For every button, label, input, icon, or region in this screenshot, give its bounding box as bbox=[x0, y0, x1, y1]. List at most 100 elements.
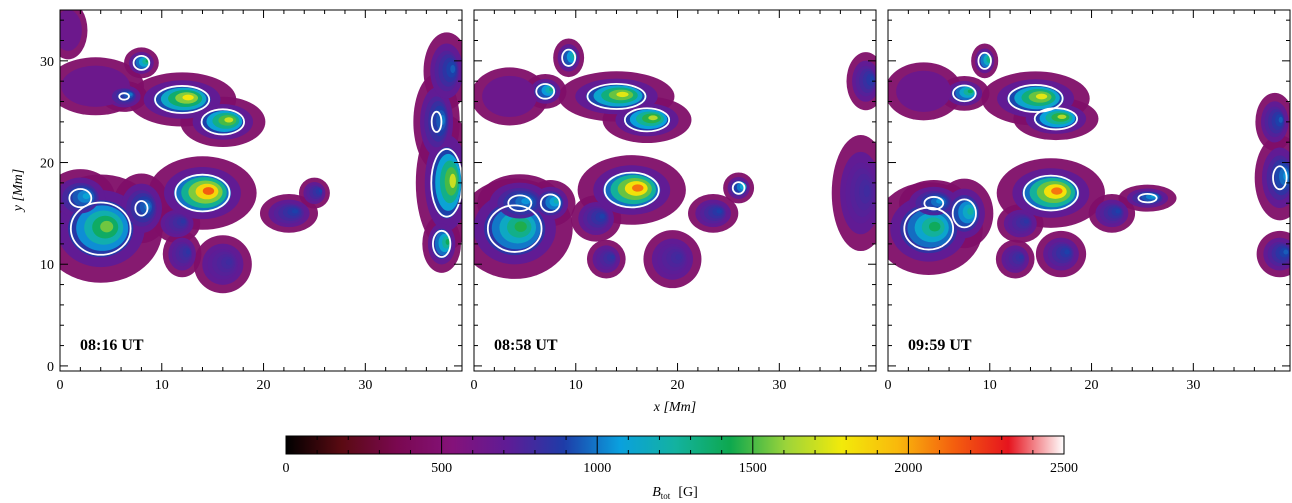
panel-1-image bbox=[60, 10, 462, 294]
panel-3-core-7-level-5 bbox=[1057, 114, 1067, 120]
panel-2-core-13-level-5 bbox=[716, 209, 722, 214]
panel-1-contour-8 bbox=[132, 55, 151, 71]
panel-3-core-12-level-5 bbox=[1064, 249, 1070, 255]
panel-3-contour-2 bbox=[951, 198, 977, 229]
panel-1-x-tick-label: 10 bbox=[155, 378, 169, 393]
panel-1-core-12-level-5 bbox=[225, 259, 232, 266]
panel-2-ticks: 0 10 20 30 bbox=[471, 10, 876, 393]
colorbar-tick-label: 0 bbox=[283, 461, 290, 476]
panel-2-x-tick-label: 30 bbox=[772, 378, 786, 393]
colorbar-tick-label: 2500 bbox=[1050, 461, 1078, 476]
x-axis-label: x [Mm] bbox=[653, 400, 696, 415]
panel-3-core-13-level-5 bbox=[1115, 209, 1121, 214]
panel-1-contour-16 bbox=[432, 229, 452, 258]
panel-1-core-7-level-5 bbox=[224, 117, 234, 123]
panel-1-contour-1 bbox=[69, 201, 132, 256]
panel-3-core-2-level-5 bbox=[967, 207, 974, 216]
panel-3-core-11-level-5 bbox=[1019, 255, 1024, 260]
panel-2-x-tick-label: 20 bbox=[671, 378, 685, 393]
colorbar-ticks: 0 500 1000 1500 2000 2500 bbox=[283, 436, 1078, 476]
panel-2-core-6-level-5 bbox=[616, 91, 629, 98]
panel-1: 0 10 20 30 0 10 20 30 08:16 UT bbox=[40, 9, 463, 393]
panel-3-core-9-level-5 bbox=[967, 89, 973, 94]
panel-2-core-4-level-5 bbox=[599, 214, 605, 219]
panel-1-contour-3 bbox=[134, 200, 149, 217]
y-tick-label: 20 bbox=[40, 157, 54, 172]
colorbar-gradient bbox=[285, 435, 1065, 455]
panel-1-contour-15 bbox=[430, 148, 462, 218]
y-axis-label: y [Mm] bbox=[11, 169, 26, 213]
panel-1-time-label: 08:16 UT bbox=[80, 337, 144, 354]
panel-2-contour-14 bbox=[731, 181, 746, 195]
colorbar-label-subscript: tot bbox=[661, 491, 671, 501]
panel-3-contour-8 bbox=[977, 51, 992, 70]
panel-1-contour-2 bbox=[68, 188, 93, 209]
panel-2-core-7-level-5 bbox=[648, 115, 658, 121]
panel-3-x-tick-label: 30 bbox=[1186, 378, 1200, 393]
panel-2-halo-10 bbox=[482, 75, 538, 118]
panel-1-core-5-level-5 bbox=[202, 187, 215, 195]
panel-2-contour-2 bbox=[507, 194, 533, 212]
panel-2-time-label: 08:58 UT bbox=[494, 337, 558, 354]
panel-3-contour-3 bbox=[923, 196, 945, 211]
panel-1-contour-6 bbox=[154, 85, 211, 114]
panel-3-halo-10 bbox=[896, 70, 952, 112]
colorbar-label-symbol: B bbox=[652, 485, 661, 500]
panel-2-core-15-level-5 bbox=[863, 184, 870, 198]
panel-1-x-tick-label: 0 bbox=[57, 378, 64, 393]
panel-2-contour-9 bbox=[535, 83, 556, 100]
panel-3-contour-5 bbox=[1022, 174, 1079, 212]
panel-3-contour-7 bbox=[1033, 107, 1079, 131]
panel-3-x-tick-label: 10 bbox=[983, 378, 997, 393]
panel-3-x-tick-label: 0 bbox=[885, 378, 892, 393]
panel-1-contour-5 bbox=[174, 173, 231, 213]
panel-1-core-1-level-5 bbox=[100, 220, 114, 233]
colorbar-tick-label: 500 bbox=[431, 461, 452, 476]
panel-1-core-15-level-5 bbox=[449, 173, 456, 188]
panel-1-core-16-level-5 bbox=[445, 238, 450, 245]
panel-2: 0 10 20 30 08:58 UT bbox=[471, 9, 877, 393]
colorbar-label-unit: [G] bbox=[678, 485, 697, 500]
panel-1-core-11-level-5 bbox=[186, 249, 191, 255]
panel-3: 0 10 20 30 09:59 UT bbox=[885, 9, 1291, 393]
panel-2-core-9-level-5 bbox=[549, 87, 554, 92]
panel-3-core-1-level-5 bbox=[929, 221, 941, 232]
panel-1-ticks: 0 10 20 30 0 10 20 30 bbox=[40, 10, 462, 393]
y-tick-label: 10 bbox=[40, 258, 54, 273]
panel-3-contour-9 bbox=[952, 84, 977, 103]
panel-3-core-5-level-5 bbox=[1051, 187, 1063, 195]
y-tick-label: 0 bbox=[47, 360, 54, 375]
panel-3-contour-15 bbox=[1272, 165, 1288, 191]
panel-1-core-13-level-5 bbox=[291, 209, 299, 214]
panel-1-x-tick-label: 30 bbox=[358, 378, 372, 393]
panel-3-ticks: 0 10 20 30 bbox=[885, 10, 1290, 393]
panel-3-core-4-level-5 bbox=[1023, 219, 1029, 224]
colorbar-tick-label: 1000 bbox=[583, 461, 611, 476]
panel-1-core-2-level-5 bbox=[82, 193, 91, 200]
panel-2-contour-1 bbox=[486, 204, 543, 253]
panel-3-contour-6 bbox=[1007, 84, 1064, 113]
panel-2-frame bbox=[473, 9, 877, 372]
panel-2-contour-3 bbox=[539, 193, 561, 213]
panel-3-frame bbox=[887, 9, 1291, 372]
panel-3-x-tick-label: 20 bbox=[1085, 378, 1099, 393]
panel-2-core-5-level-5 bbox=[632, 184, 644, 192]
panel-2-x-tick-label: 0 bbox=[471, 378, 478, 393]
panel-1-contour-7 bbox=[200, 108, 246, 136]
colorbar-tick-label: 1500 bbox=[739, 461, 767, 476]
panel-1-contour-9 bbox=[118, 92, 130, 101]
panel-3-contour-14 bbox=[1137, 192, 1158, 204]
panel-1-core-4-level-5 bbox=[180, 219, 186, 224]
colorbar: 0 500 1000 1500 2000 2500 Btot [G] bbox=[283, 435, 1078, 501]
panel-2-contour-7 bbox=[623, 107, 671, 133]
panel-2-core-3-level-5 bbox=[553, 198, 559, 204]
panel-2-contour-6 bbox=[586, 82, 647, 110]
y-tick-label: 30 bbox=[40, 55, 54, 70]
panel-3-core-17-level-5 bbox=[1283, 249, 1289, 255]
panel-3-core-16-level-5 bbox=[1278, 116, 1283, 123]
panel-1-core-6-level-5 bbox=[182, 94, 194, 101]
panel-2-core-12-level-5 bbox=[675, 254, 682, 261]
colorbar-tick-label: 2000 bbox=[894, 461, 922, 476]
panel-2-core-11-level-5 bbox=[610, 255, 615, 260]
panel-2-image bbox=[474, 38, 876, 289]
